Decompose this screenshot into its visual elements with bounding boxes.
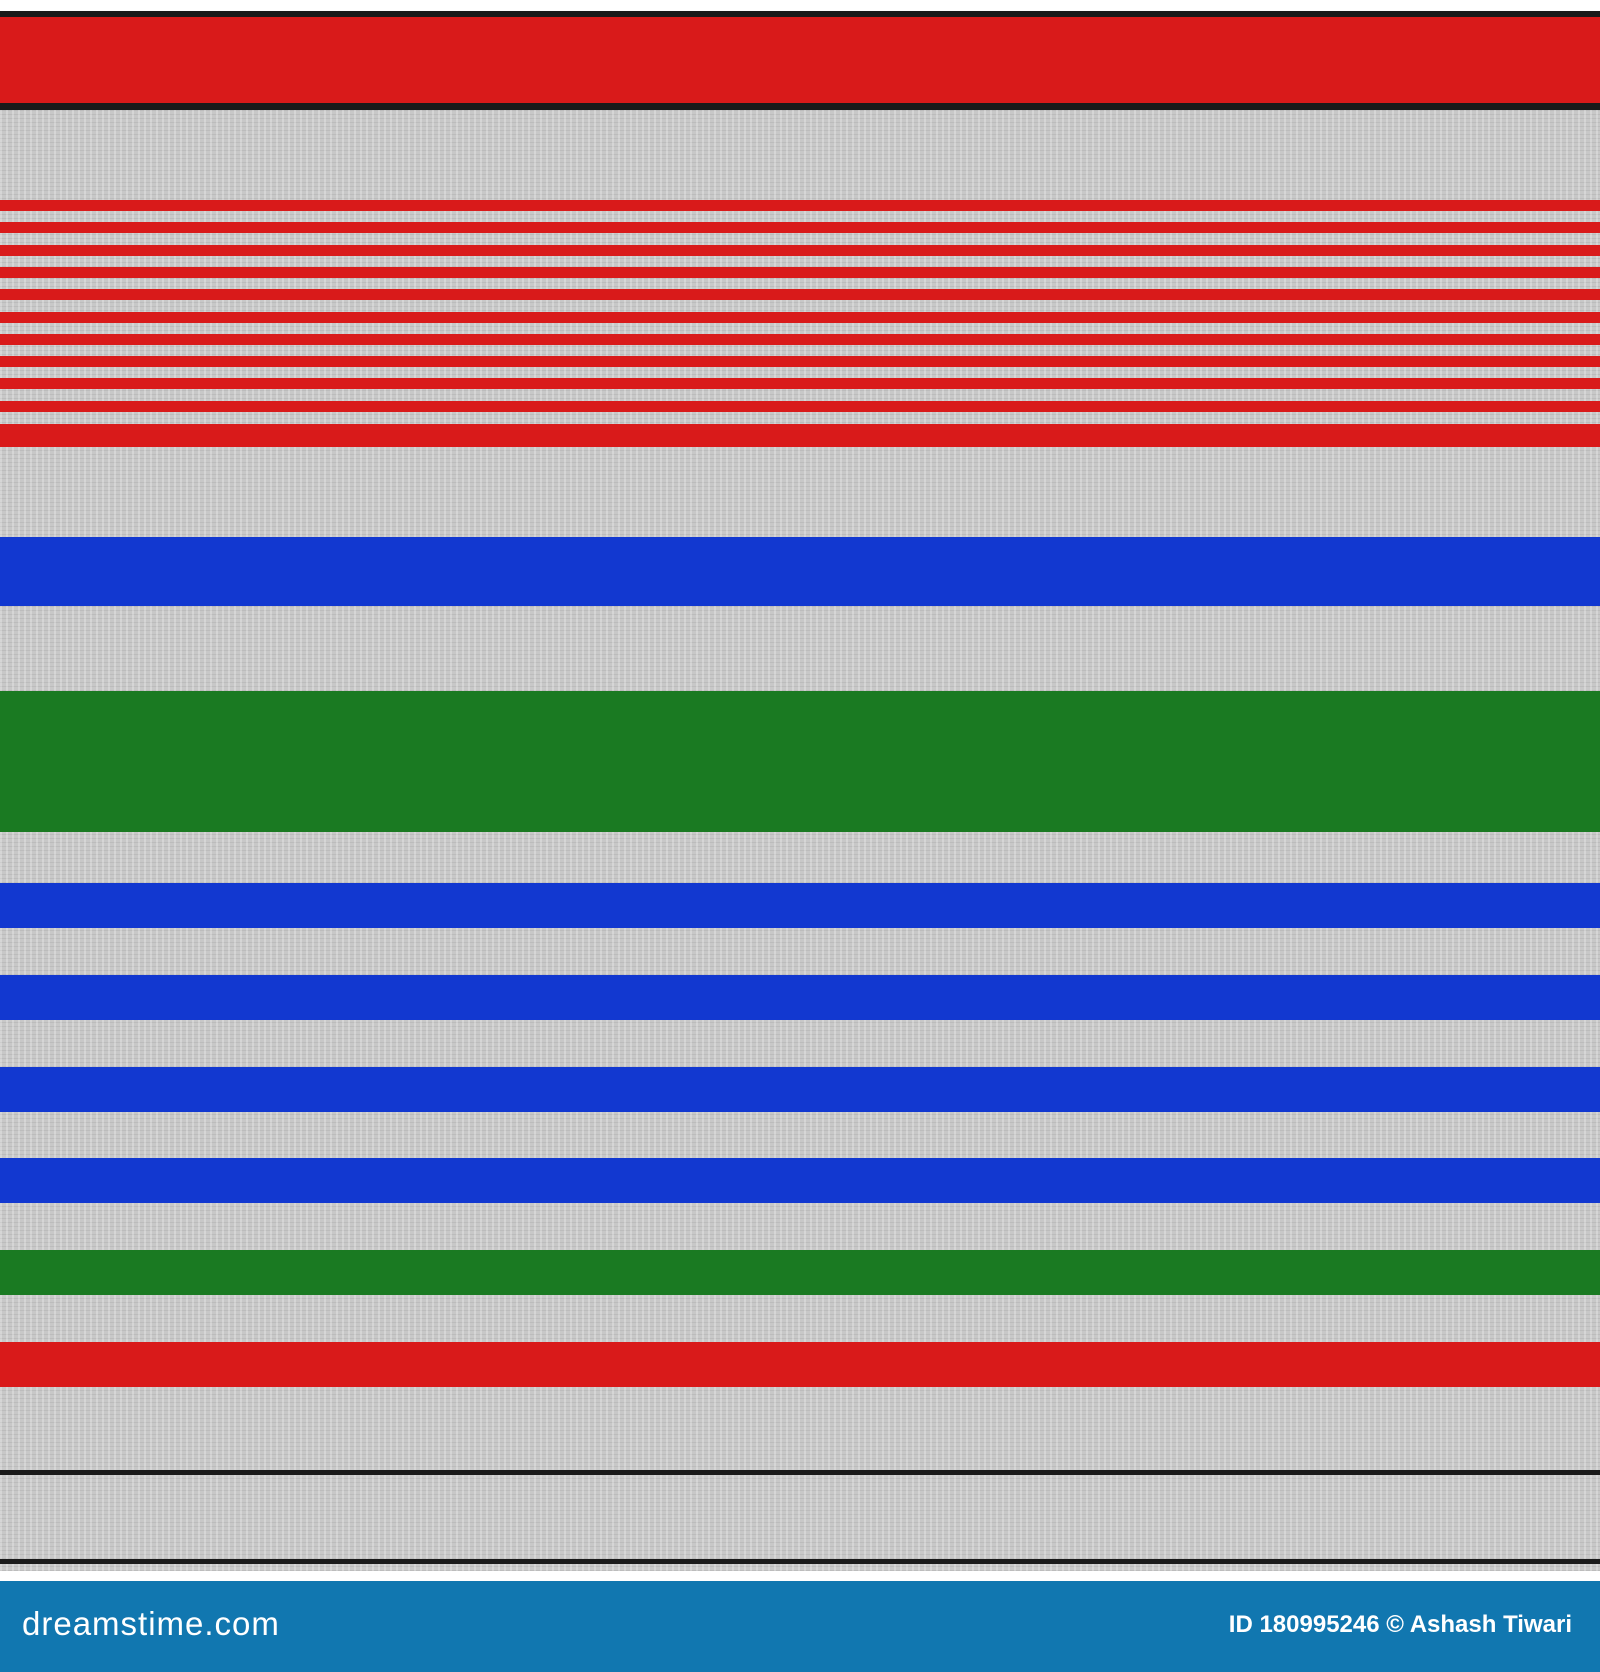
red-stripe <box>0 266 1600 278</box>
blue-stripe <box>0 1067 1600 1112</box>
footer-bar: dreamstime.com ID 180995246 © Ashash Tiw… <box>0 1581 1600 1672</box>
green-stripe <box>0 1250 1600 1295</box>
black-stripe <box>0 103 1600 110</box>
red-stripe <box>0 1342 1600 1387</box>
red-stripe <box>0 333 1600 345</box>
image-credit: ID 180995246 © Ashash Tiwari <box>1228 1611 1572 1638</box>
red-stripe <box>0 400 1600 412</box>
red-stripe <box>0 378 1600 390</box>
red-stripe <box>0 200 1600 211</box>
red-stripe <box>0 222 1600 234</box>
blue-stripe <box>0 975 1600 1020</box>
red-stripe <box>0 244 1600 256</box>
black-stripe <box>0 1559 1600 1564</box>
green-stripe <box>0 691 1600 832</box>
blue-stripe <box>0 883 1600 928</box>
blue-stripe <box>0 1158 1600 1203</box>
blue-stripe <box>0 537 1600 606</box>
red-stripe <box>0 424 1600 447</box>
red-stripe <box>0 289 1600 301</box>
black-stripe <box>0 1470 1600 1475</box>
black-stripe <box>0 11 1600 17</box>
red-stripe <box>0 356 1600 368</box>
dreamstime-logo[interactable]: dreamstime.com <box>22 1605 280 1642</box>
red-stripe <box>0 17 1600 103</box>
red-stripe <box>0 311 1600 323</box>
